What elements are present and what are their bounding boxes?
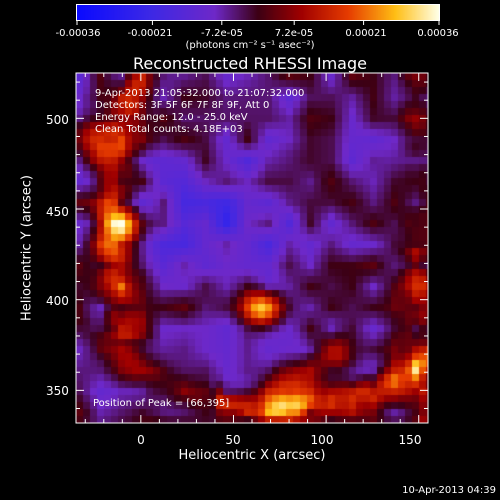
colorbar-tick-label: 0.00021 <box>345 28 387 39</box>
energy-range: Energy Range: 12.0 - 25.0 keV <box>95 112 248 123</box>
heatmap-image <box>76 73 428 423</box>
time-range: 9-Apr-2013 21:05:32.000 to 21:07:32.000 <box>95 88 305 99</box>
colorbar-tick-label: 7.2e-05 <box>274 28 314 39</box>
colorbar <box>76 4 440 21</box>
x-tick-label: 100 <box>310 433 334 447</box>
colorbar-units: (photons cm⁻² s⁻¹ asec⁻²) <box>185 40 315 51</box>
colorbar-tick-label: -7.2e-05 <box>201 28 243 39</box>
y-axis-label: Heliocentric Y (arcsec) <box>19 175 35 321</box>
colorbar-tick-label: 0.00036 <box>417 28 459 39</box>
x-axis-label: Heliocentric X (arcsec) <box>178 448 326 463</box>
y-tick-label: 450 <box>46 205 69 219</box>
timestamp: 10-Apr-2013 04:39 <box>402 485 496 496</box>
x-tick-label: 50 <box>225 433 241 447</box>
detectors-info: Detectors: 3F 5F 6F 7F 8F 9F, Att 0 <box>95 100 270 111</box>
y-tick-label: 400 <box>46 294 69 308</box>
colorbar-tick-label: -0.00021 <box>127 28 173 39</box>
y-tick-label: 350 <box>46 384 69 398</box>
colorbar-tick-label: -0.00036 <box>55 28 101 39</box>
x-tick-label: 0 <box>137 433 145 447</box>
x-tick-label: 150 <box>398 433 422 447</box>
y-tick-label: 500 <box>46 113 69 127</box>
clean-counts: Clean Total counts: 4.18E+03 <box>95 124 243 135</box>
chart-title: Reconstructed RHESSI Image <box>133 54 367 73</box>
peak-position-label: Position of Peak = [66,395] <box>93 398 230 409</box>
